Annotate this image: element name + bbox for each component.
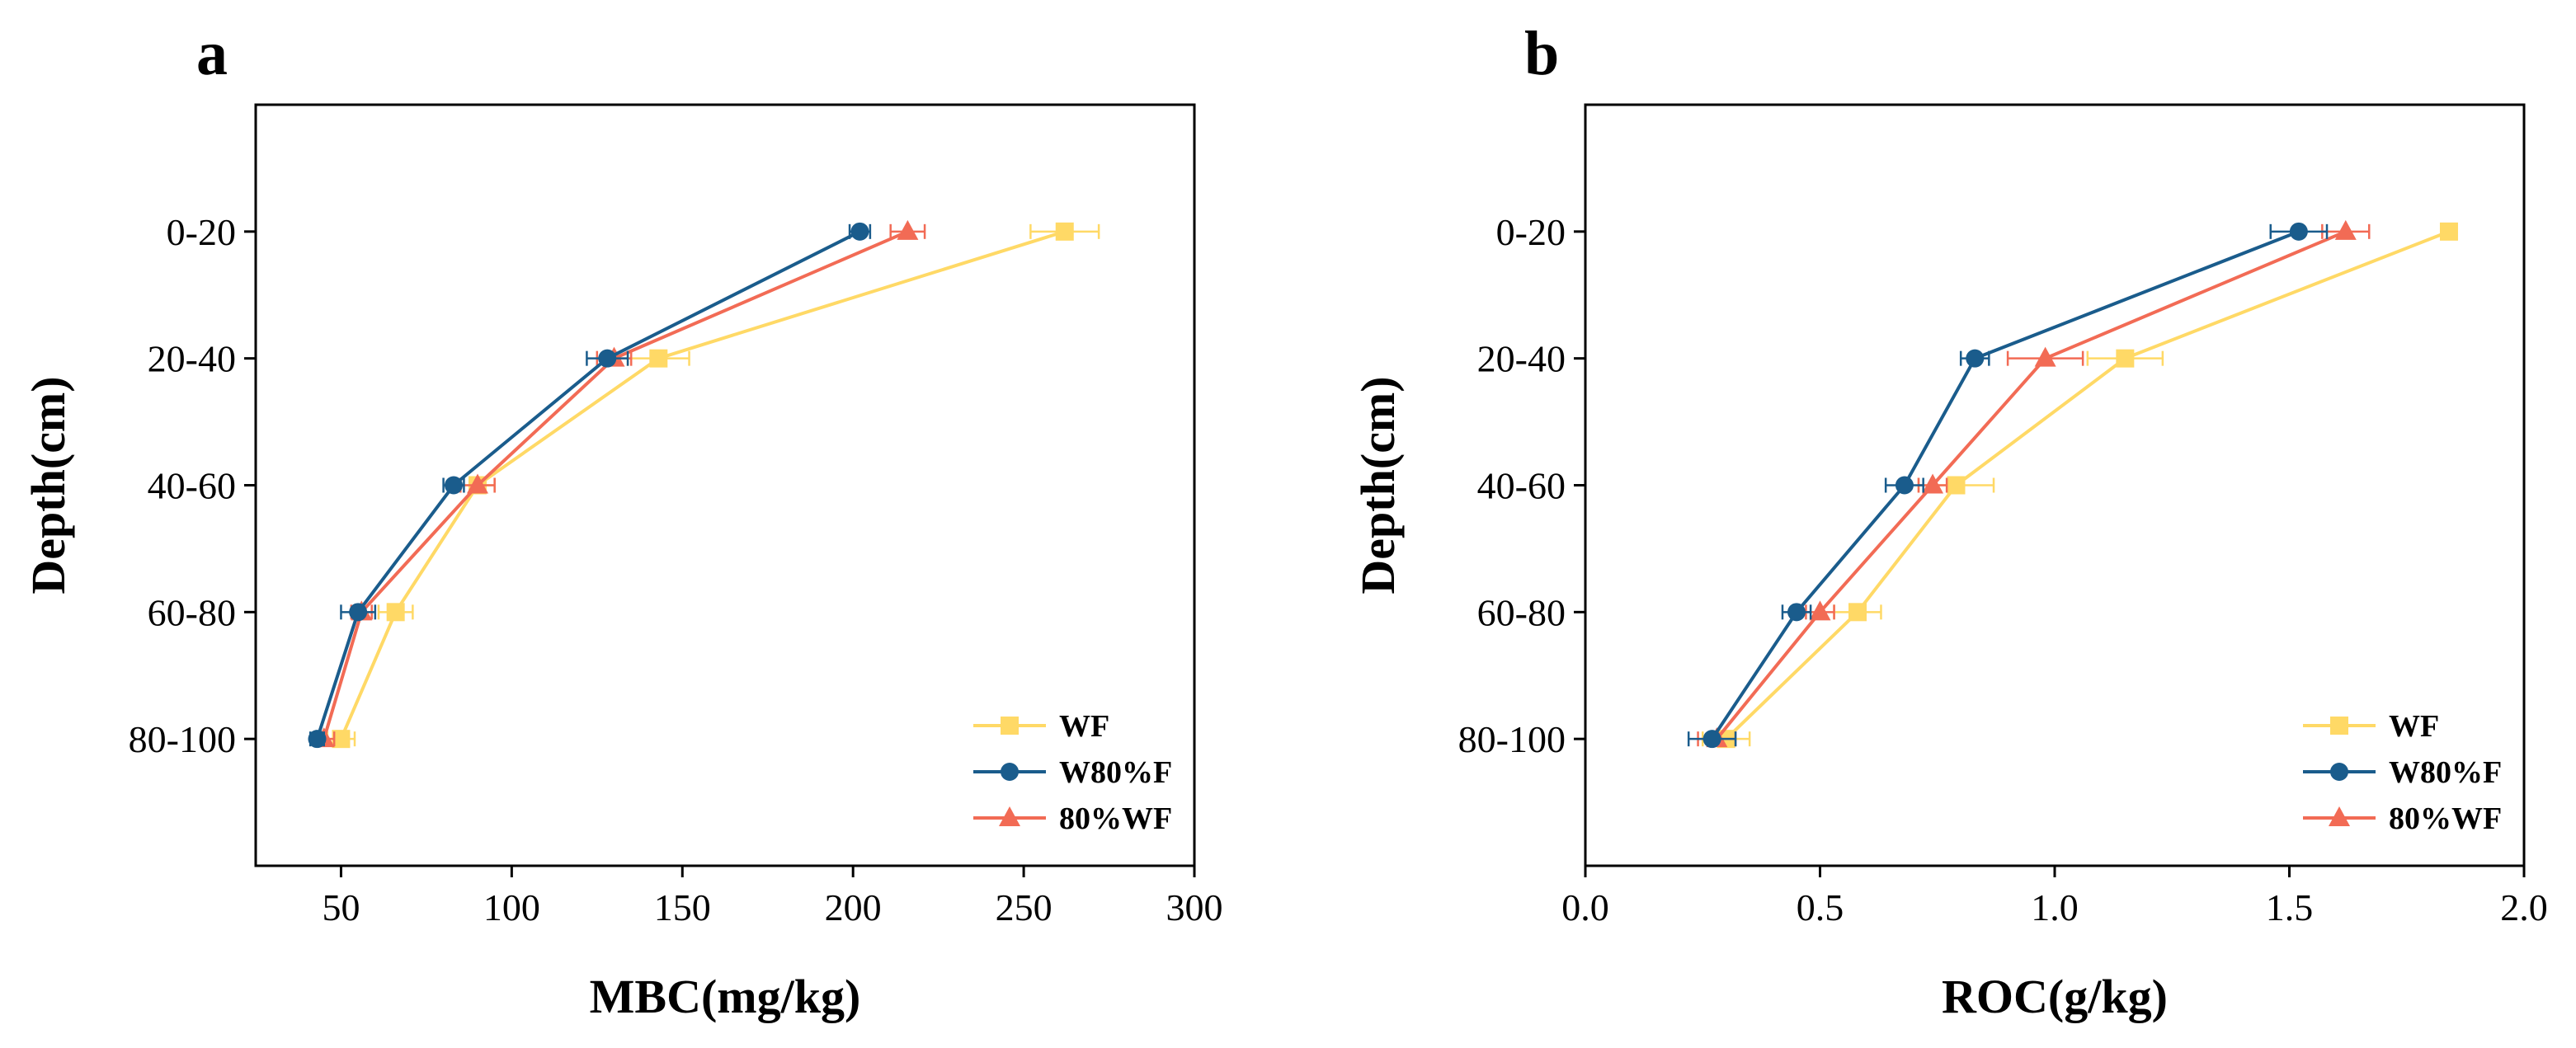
y-tick-label: 80-100	[129, 718, 236, 760]
x-tick-label: 2.0	[2500, 886, 2548, 928]
legend-entry: 80%WF	[2303, 801, 2502, 836]
data-point-triangle	[897, 219, 919, 240]
data-point-circle	[308, 730, 327, 749]
series-W80pctF	[1687, 222, 2329, 749]
data-point-square	[1848, 603, 1867, 622]
x-axis-title: MBC(mg/kg)	[590, 970, 861, 1023]
data-point-circle	[445, 476, 464, 495]
data-point-circle	[850, 222, 869, 241]
y-axis-title: Depth(cm)	[21, 376, 75, 594]
legend-label: WF	[1059, 709, 1109, 744]
x-tick-label: 0.5	[1797, 886, 1844, 928]
data-point-circle	[349, 603, 368, 622]
x-tick-label: 250	[996, 886, 1053, 928]
y-tick-label: 20-40	[1477, 338, 1566, 380]
x-tick-label: 150	[654, 886, 711, 928]
y-tick-label: 60-80	[1477, 591, 1566, 633]
data-point-square	[386, 603, 405, 622]
legend-marker-triangle	[2329, 806, 2350, 826]
y-tick-label: 80-100	[1458, 718, 1566, 760]
series-W80pctF	[308, 222, 872, 749]
legend-marker-triangle	[999, 806, 1020, 826]
legend-entry: WF	[973, 709, 1109, 744]
legend-marker-square	[1001, 717, 1019, 735]
legend-label: W80%F	[1059, 755, 1172, 790]
y-axis-title: Depth(cm)	[1351, 376, 1405, 594]
x-tick-label: 100	[483, 886, 540, 928]
data-point-square	[649, 349, 668, 368]
legend-marker-square	[2330, 717, 2348, 735]
data-point-square	[332, 730, 351, 749]
data-point-circle	[1966, 349, 1985, 368]
x-tick-label: 1.5	[2266, 886, 2314, 928]
legend-marker-circle	[1001, 763, 1019, 781]
legend-entry: 80%WF	[973, 801, 1172, 836]
x-tick-label: 0.0	[1561, 886, 1609, 928]
panel-b: b 0.0 0.5 1.0 1.5 2.0 0-20 20-40 40-60 60-80 80-1…	[1351, 19, 2548, 1023]
panel-b-letter: b	[1524, 19, 1559, 88]
data-point-circle	[2289, 222, 2308, 241]
data-point-square	[1947, 476, 1966, 495]
y-tick-label: 20-40	[148, 338, 236, 380]
data-point-triangle	[2334, 219, 2357, 240]
y-tick-label: 40-60	[148, 465, 236, 507]
x-tick-label: 200	[825, 886, 882, 928]
panel-a: a 50 100 150 200 250 300 0-20 20-40 40-60 60-80 80…	[21, 19, 1223, 1023]
x-tick-label: 50	[322, 886, 360, 928]
legend-label: 80%WF	[2389, 801, 2502, 836]
data-point-square	[2439, 222, 2458, 241]
legend-marker-circle	[2330, 763, 2348, 781]
x-tick-label: 1.0	[2031, 886, 2079, 928]
data-point-square	[1055, 222, 1074, 241]
data-point-square	[2116, 349, 2135, 368]
legend-label: 80%WF	[1059, 801, 1172, 836]
legend-label: W80%F	[2389, 755, 2502, 790]
panel-a-letter: a	[196, 19, 228, 88]
data-point-triangle	[1809, 600, 1831, 621]
x-tick-label: 300	[1166, 886, 1223, 928]
x-axis-title: ROC(g/kg)	[1942, 970, 2168, 1023]
data-point-circle	[1702, 730, 1721, 749]
data-point-circle	[1895, 476, 1914, 495]
data-point-triangle	[1922, 473, 1944, 494]
y-tick-label: 60-80	[148, 591, 236, 633]
y-tick-label: 0-20	[1496, 211, 1566, 253]
y-tick-label: 0-20	[167, 211, 236, 253]
data-point-circle	[1787, 603, 1806, 622]
data-point-triangle	[2034, 346, 2056, 367]
legend-entry: W80%F	[973, 755, 1172, 790]
legend-entry: WF	[2303, 709, 2439, 744]
y-tick-label: 40-60	[1477, 465, 1566, 507]
data-point-triangle	[466, 473, 488, 494]
data-point-circle	[598, 349, 617, 368]
legend-label: WF	[2389, 709, 2439, 744]
legend-entry: W80%F	[2303, 755, 2502, 790]
